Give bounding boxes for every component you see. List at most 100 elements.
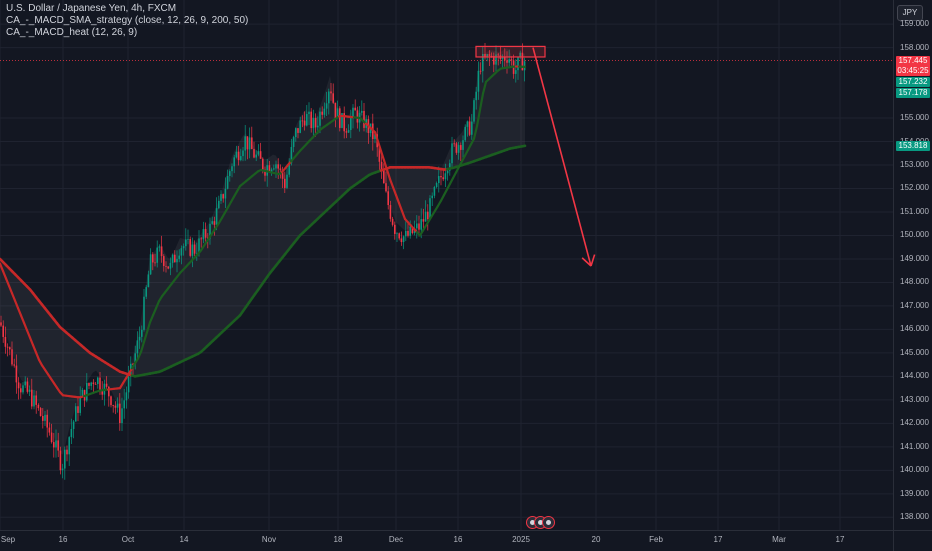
candle-body <box>183 246 185 248</box>
candle-body <box>473 100 475 121</box>
candle-body <box>387 191 389 205</box>
candle-body <box>238 152 240 160</box>
candle-body <box>51 433 53 443</box>
ma200-line <box>522 146 525 147</box>
ma-fast-value-badge: 157.178 <box>896 88 930 98</box>
price-tick-label: 155.000 <box>900 113 929 122</box>
candle-body <box>383 170 385 183</box>
candle-body <box>90 383 92 386</box>
candle-body <box>108 387 110 396</box>
price-tick-label: 139.000 <box>900 489 929 498</box>
economic-event-icon[interactable] <box>542 516 555 529</box>
candle-body <box>447 171 449 174</box>
candle-body <box>5 337 7 347</box>
candle-body <box>46 415 48 428</box>
time-tick-label: Mar <box>772 535 786 544</box>
candle-body <box>60 451 62 471</box>
candle-body <box>192 245 194 256</box>
candle-body <box>244 136 246 150</box>
candle-body <box>95 384 97 385</box>
scale-corner[interactable] <box>893 530 932 551</box>
candle-body <box>277 164 279 168</box>
price-tick-label: 158.000 <box>900 43 929 52</box>
candle-body <box>75 406 77 421</box>
chart-area[interactable]: U.S. Dollar / Japanese Yen, 4h, FXCM CA_… <box>0 0 893 530</box>
candle-body <box>478 71 480 92</box>
candle-body <box>141 330 143 337</box>
candle-body <box>255 155 257 158</box>
candle-body <box>227 176 229 189</box>
candle-body <box>139 337 141 341</box>
candle-body <box>423 219 425 222</box>
candle-body <box>117 404 119 408</box>
candle-body <box>401 238 403 242</box>
time-tick-label: 14 <box>180 535 189 544</box>
candle-body <box>216 208 218 225</box>
candle-body <box>185 239 187 246</box>
candle-body <box>97 378 99 384</box>
candle-body <box>458 145 460 153</box>
candle-body <box>137 340 139 353</box>
candle-body <box>77 406 79 413</box>
candle-body <box>328 91 330 103</box>
candle-body <box>515 70 517 74</box>
candle-body <box>253 149 255 158</box>
candle-body <box>115 406 117 408</box>
price-tick-label: 151.000 <box>900 207 929 216</box>
candle-body <box>293 137 295 147</box>
candle-body <box>121 408 123 423</box>
candle-body <box>189 239 191 256</box>
candle-body <box>170 263 172 269</box>
candle-body <box>148 274 150 287</box>
candle-body <box>416 223 418 228</box>
price-scale[interactable]: JPY 159.000158.000155.000154.000153.0001… <box>893 0 932 530</box>
candle-body <box>429 198 431 219</box>
candle-body <box>156 248 158 263</box>
candle-body <box>350 118 352 130</box>
candle-body <box>475 92 477 100</box>
candle-body <box>392 219 394 225</box>
candle-body <box>203 229 205 239</box>
candle-body <box>152 254 154 262</box>
candle-body <box>174 255 176 263</box>
indicator-heat-label[interactable]: CA_-_MACD_heat (12, 26, 9) <box>6 27 248 39</box>
candle-body <box>143 297 145 330</box>
candle-body <box>249 137 251 149</box>
candle-body <box>154 262 156 263</box>
candle-body <box>44 415 46 421</box>
candle-body <box>286 175 288 188</box>
candle-body <box>339 108 341 128</box>
candle-body <box>330 91 332 93</box>
candle-body <box>62 469 64 471</box>
candle-body <box>394 225 396 234</box>
forecast-arrow <box>533 48 591 266</box>
candle-body <box>409 227 411 236</box>
candle-body <box>262 159 264 170</box>
candle-body <box>471 122 473 135</box>
symbol-title[interactable]: U.S. Dollar / Japanese Yen, 4h, FXCM <box>6 3 248 15</box>
price-tick-label: 140.000 <box>900 465 929 474</box>
candle-body <box>460 145 462 150</box>
candle-body <box>438 176 440 183</box>
candle-body <box>53 442 55 447</box>
candle-body <box>405 231 407 236</box>
candle-body <box>390 205 392 219</box>
candle-body <box>66 450 68 455</box>
candle-body <box>123 400 125 408</box>
candle-body <box>71 429 73 437</box>
candle-body <box>86 383 88 401</box>
indicator-strategy-label[interactable]: CA_-_MACD_SMA_strategy (close, 12, 26, 9… <box>6 15 248 27</box>
candle-body <box>11 349 13 364</box>
candle-body <box>16 366 18 383</box>
candle-body <box>297 128 299 133</box>
price-chart[interactable] <box>0 0 893 530</box>
candle-body <box>304 121 306 126</box>
candle-body <box>315 118 317 127</box>
candle-body <box>508 59 510 62</box>
candle-body <box>332 93 334 102</box>
candle-body <box>165 266 167 267</box>
candle-body <box>260 151 262 159</box>
candle-body <box>434 187 436 196</box>
candle-body <box>119 404 121 423</box>
